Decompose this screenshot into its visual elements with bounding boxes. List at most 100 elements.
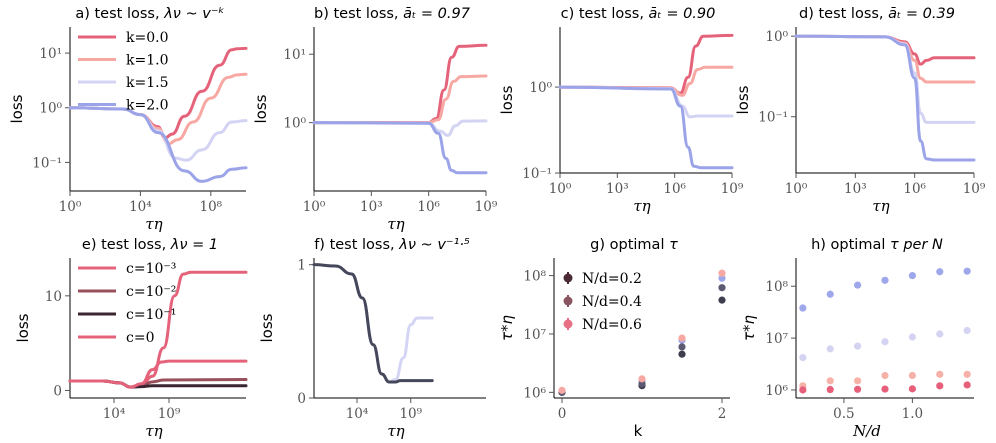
panel-d: d) test loss, āₜ = 0.39 10⁰ 10³ 10⁶ 10⁹ 10⁻¹ 1…	[734, 6, 986, 215]
x-tick-label: 0	[558, 406, 567, 422]
x-axis-label: τη	[872, 197, 889, 215]
series-line-k20	[794, 34, 976, 162]
legend-marker	[563, 319, 573, 329]
legend-label: k=1.5	[126, 75, 168, 91]
y-tick-label: 10⁰	[283, 116, 306, 132]
panel-g-title: g) optimal τ	[590, 237, 678, 253]
panel-a: a) test loss, λν ~ v⁻ᵏ 10⁰ 10⁴ 10⁸ 10⁻¹ 10⁰ 10…	[8, 6, 248, 233]
data-point	[963, 326, 971, 335]
x-tick-label: 10⁰	[785, 181, 808, 197]
series-line-main	[312, 263, 434, 384]
y-axis-label: loss	[734, 85, 752, 114]
x-tick-label: 0.5	[833, 406, 854, 422]
title-prefix: a) test loss,	[75, 6, 164, 22]
panel-g: g) optimal τ 0 2 10⁶ 10⁷ 10⁸ k τ*η N/d=0.2 N/d=0.…	[498, 237, 730, 440]
data-point	[718, 269, 726, 277]
x-axis-label: N/d	[852, 422, 881, 440]
panel-c-title: c) test loss, āₜ = 0.90	[561, 6, 716, 22]
data-point	[718, 296, 726, 304]
y-tick-label: 10⁻¹	[758, 110, 788, 126]
panel-h: h) optimal τ per N 0.5 1.0 10⁶ 10⁷ 10⁸ N/d τ*η	[740, 237, 974, 440]
data-point	[881, 276, 889, 284]
x-tick-label: 10³	[360, 199, 383, 215]
y-tick-label: 10¹	[283, 47, 306, 63]
panel-d-title: d) test loss, āₜ = 0.39	[799, 6, 955, 22]
title-prefix: h) optimal	[811, 237, 890, 253]
x-tick-label: 10³	[844, 181, 867, 197]
series-line-k15	[558, 85, 734, 119]
legend-label: c=10⁻²	[126, 284, 176, 300]
y-tick-label: 10	[45, 289, 62, 305]
series-line-k10	[558, 65, 734, 97]
y-tick-label: 10⁶	[523, 385, 546, 401]
x-axis-label: τη	[145, 215, 162, 233]
legend-label: N/d=0.2	[582, 271, 642, 287]
data-point	[908, 272, 916, 280]
x-tick-label: 10⁰	[549, 181, 572, 197]
y-tick-label: 10⁸	[523, 269, 546, 285]
title-math: āₜ = 0.90	[649, 6, 716, 22]
title-prefix: f) test loss,	[314, 237, 399, 253]
y-tick-label: 10⁸	[765, 279, 788, 295]
series-line-k20	[312, 121, 488, 175]
panel-e: e) test loss, λν = 1 10⁴ 10⁹ 0 10 τη loss c=10⁻…	[14, 237, 248, 440]
y-axis-label: loss	[14, 313, 32, 342]
title-prefix: b) test loss,	[314, 6, 403, 22]
x-tick-label: 10⁹	[158, 406, 181, 422]
y-axis-label: loss	[8, 94, 26, 123]
data-point	[718, 284, 726, 292]
data-point	[799, 354, 807, 362]
y-tick-label: 0	[53, 383, 62, 399]
x-tick-label: 2	[718, 406, 727, 422]
panel-f-title: f) test loss, λν ~ v⁻¹·⁵	[314, 237, 470, 253]
data-point	[678, 343, 686, 351]
data-point	[638, 380, 646, 388]
data-point	[908, 333, 916, 341]
panel-h-title: h) optimal τ per N	[811, 237, 943, 253]
series-line-k00	[312, 43, 488, 125]
panel-e-title: e) test loss, λν = 1	[82, 237, 218, 253]
series-line-k00	[794, 34, 976, 66]
x-axis-label: τη	[633, 197, 650, 215]
data-point	[881, 338, 889, 346]
data-point	[963, 370, 971, 378]
data-point	[963, 381, 971, 389]
panel-f: f) test loss, λν ~ v⁻¹·⁵ 10⁴ 10⁹ 0 1 τη loss	[258, 237, 486, 440]
data-point	[963, 267, 971, 275]
x-tick-label: 10³	[606, 181, 629, 197]
title-math: λν = 1	[170, 237, 218, 253]
data-point	[826, 345, 834, 353]
panel-a-title: a) test loss, λν ~ v⁻ᵏ	[75, 6, 224, 22]
panel-b-title: b) test loss, āₜ = 0.97	[314, 6, 471, 22]
y-axis-label: loss	[498, 85, 516, 114]
legend-label: c=10⁻¹	[126, 307, 176, 323]
title-math: āₜ = 0.97	[403, 6, 471, 22]
y-tick-label: 1	[297, 258, 306, 274]
title-math: τ per N	[890, 237, 943, 253]
legend-label: c=10⁻³	[126, 261, 176, 277]
data-point	[881, 385, 889, 393]
y-axis-label: τ*η	[740, 314, 758, 341]
data-point	[908, 385, 916, 393]
y-axis-label: loss	[258, 313, 276, 342]
data-point	[881, 371, 889, 380]
title-math: āₜ = 0.39	[888, 6, 955, 22]
x-tick-label: 10⁴	[346, 406, 369, 422]
x-tick-label: 10⁶	[903, 181, 926, 197]
series-line-k10	[312, 74, 488, 125]
data-point	[936, 268, 944, 276]
data-point	[854, 281, 862, 289]
data-point	[678, 350, 686, 358]
x-tick-label: 10⁴	[129, 199, 152, 215]
title-prefix: d) test loss,	[799, 6, 888, 22]
y-tick-label: 10⁻¹	[522, 166, 552, 182]
title-math: λν ~ v⁻¹·⁵	[398, 237, 470, 253]
series-line-c0	[68, 359, 248, 389]
x-tick-label: 10⁴	[103, 406, 126, 422]
x-tick-label: 10⁹	[475, 199, 498, 215]
data-point	[678, 334, 686, 342]
series-line-dark	[312, 263, 434, 384]
y-tick-label: 0	[297, 391, 306, 407]
y-tick-label: 10⁷	[765, 331, 788, 347]
x-tick-label: 10⁸	[200, 199, 223, 215]
